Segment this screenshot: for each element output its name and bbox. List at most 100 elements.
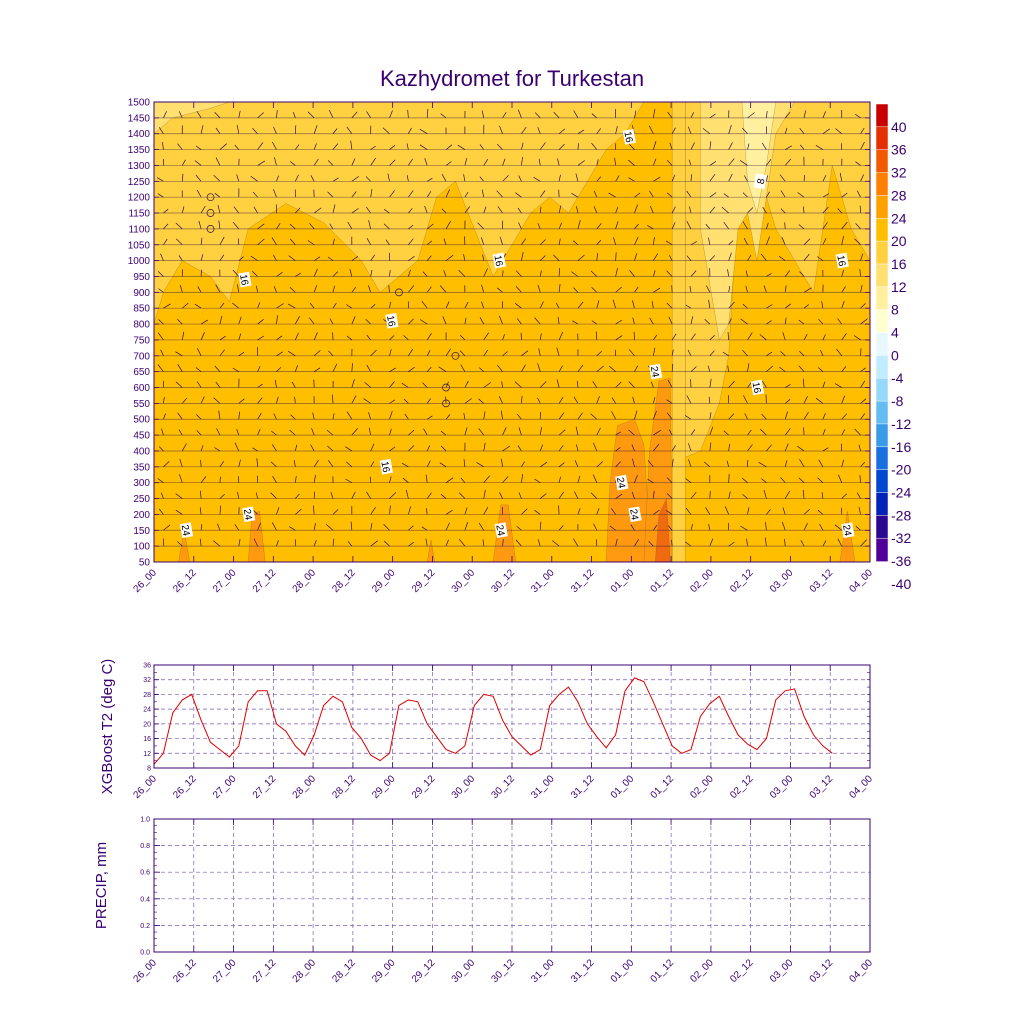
barb	[499, 236, 503, 245]
barb	[615, 539, 618, 547]
barb	[651, 301, 654, 309]
barb	[647, 478, 654, 483]
barb	[330, 492, 334, 499]
barb	[289, 223, 296, 230]
barb	[200, 524, 203, 531]
barb	[742, 494, 748, 499]
barb	[443, 270, 447, 277]
barb	[841, 300, 845, 309]
barb	[478, 428, 485, 436]
barb	[419, 319, 428, 325]
barb	[709, 335, 715, 341]
colorbar-swatch	[875, 103, 889, 128]
barb	[273, 254, 277, 261]
barb	[649, 317, 654, 325]
barb	[648, 125, 654, 134]
barb	[196, 111, 202, 119]
barb	[666, 510, 673, 515]
barb	[408, 208, 413, 214]
x-tick-label: 03_12	[808, 567, 836, 595]
contour-label: 24	[648, 363, 663, 380]
barb	[728, 285, 731, 293]
calm-circle	[206, 209, 215, 217]
barb	[653, 443, 660, 452]
barb	[784, 112, 791, 119]
barb	[798, 224, 805, 230]
y-tick-label: 400	[133, 447, 150, 458]
barb	[571, 192, 579, 198]
barb	[160, 349, 164, 356]
barb	[370, 443, 375, 452]
barb	[213, 397, 221, 404]
barb	[257, 428, 261, 436]
barb	[521, 508, 528, 515]
x-tick-label: 27_12	[251, 773, 279, 801]
barb	[426, 223, 434, 230]
colorbar-swatch	[875, 240, 889, 265]
contour-label: 24	[840, 522, 855, 539]
t2-series-line	[153, 677, 833, 765]
barb	[332, 143, 339, 150]
barb	[841, 429, 846, 436]
colorbar-label: 16	[891, 256, 907, 272]
y-tick-label: 150	[133, 526, 150, 537]
contour-label-text: 16	[750, 381, 763, 394]
barb	[445, 301, 450, 309]
barb	[177, 364, 183, 372]
barb	[370, 522, 373, 531]
barb	[728, 301, 735, 309]
barb	[803, 206, 805, 214]
barb	[761, 413, 767, 420]
barb	[502, 445, 510, 452]
barb	[595, 331, 598, 340]
barb	[558, 525, 564, 531]
barb	[539, 270, 542, 277]
barb	[669, 142, 673, 150]
barb	[326, 429, 334, 436]
barb	[294, 444, 298, 452]
barb	[464, 427, 468, 436]
barb	[515, 286, 522, 293]
barb	[232, 302, 240, 309]
barb	[726, 460, 730, 467]
barb	[157, 478, 164, 483]
barb	[389, 159, 396, 166]
barb	[501, 381, 503, 388]
barb	[313, 256, 321, 261]
barb	[766, 444, 772, 452]
colorbar-swatch	[875, 309, 889, 334]
barb	[610, 508, 616, 515]
barb	[479, 317, 485, 325]
barb	[521, 461, 525, 468]
barb	[307, 240, 315, 246]
x-tick-label: 03_00	[768, 957, 796, 985]
barb	[325, 524, 334, 531]
barb	[408, 348, 413, 356]
precip-ylabel: PRECIP, mm	[93, 842, 110, 929]
barb	[667, 379, 673, 388]
barb	[351, 491, 356, 499]
barb	[175, 381, 183, 388]
barb	[818, 459, 824, 468]
barb	[540, 255, 546, 261]
barb	[179, 458, 183, 467]
field-fills	[154, 102, 870, 562]
contour-label-text: 16	[237, 273, 250, 286]
barb	[689, 206, 692, 214]
barb	[723, 221, 729, 230]
barb	[366, 491, 371, 499]
x-tick-label: 30_12	[490, 957, 518, 985]
barb	[592, 474, 598, 483]
barb	[592, 381, 598, 388]
barb	[368, 427, 372, 436]
barb	[577, 301, 584, 309]
barb	[502, 351, 508, 357]
barb	[351, 158, 356, 166]
barb	[370, 269, 373, 277]
y-tick-label: 1200	[128, 193, 151, 204]
barb	[634, 286, 639, 293]
barb	[707, 365, 711, 372]
colorbar-swatch	[875, 377, 889, 402]
x-tick-label: 02_00	[688, 773, 716, 801]
barb	[383, 223, 390, 230]
